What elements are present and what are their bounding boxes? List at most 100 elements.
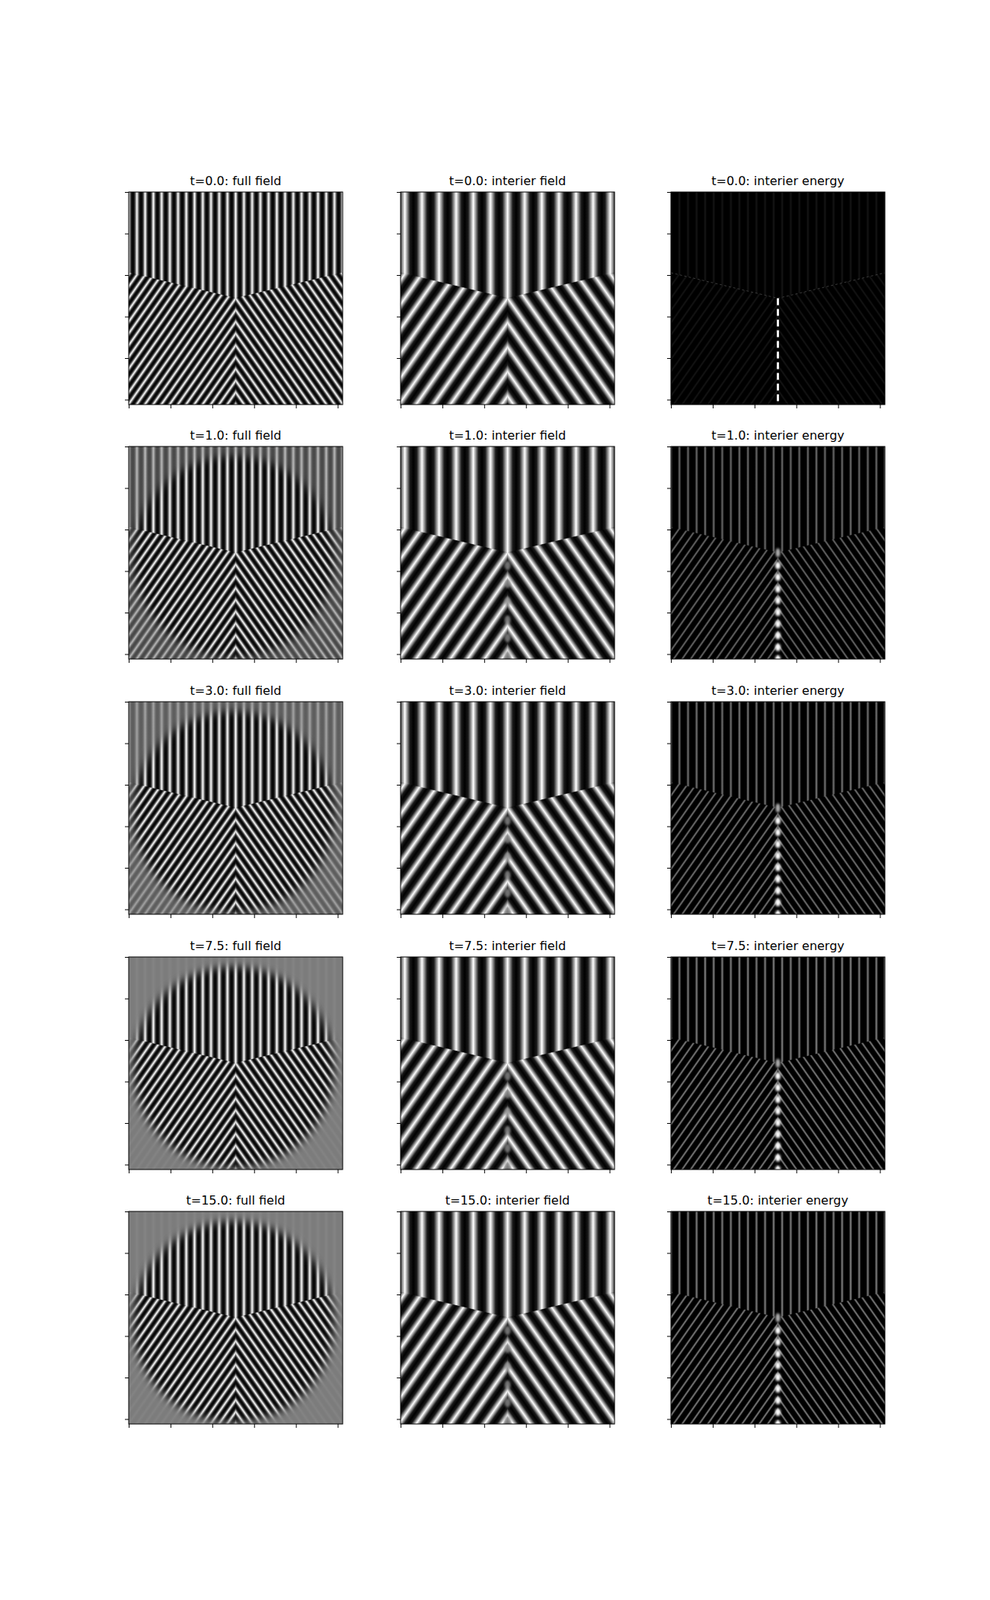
image	[128, 956, 343, 1169]
junction-blur	[504, 1379, 511, 1389]
y-tick	[396, 233, 401, 235]
core-blob	[775, 1325, 781, 1334]
core-blob	[775, 1153, 781, 1162]
y-tick	[396, 1039, 401, 1041]
panel: t=0.0: interier energy	[667, 173, 885, 409]
y-tick	[667, 909, 671, 911]
page: {"chart_data": [ {"type": "image", "titl…	[0, 0, 990, 1600]
image-background	[400, 446, 615, 659]
junction-blur	[504, 1361, 511, 1371]
y-tick	[396, 1293, 401, 1295]
panel: t=1.0: interier energy	[667, 427, 885, 663]
y-tick	[396, 654, 401, 655]
x-tick	[212, 913, 214, 918]
core-blob	[775, 654, 781, 659]
junction-blur	[504, 1124, 511, 1134]
panel-title: t=1.0: interier energy	[711, 427, 845, 443]
core-blob	[775, 863, 781, 872]
stripes	[670, 701, 885, 914]
x-tick	[254, 658, 256, 663]
stripe-region	[400, 526, 508, 659]
y-tick	[396, 571, 401, 572]
core-blob	[775, 573, 781, 582]
stripe-region	[400, 1291, 508, 1424]
x-tick	[526, 1168, 527, 1173]
junction-blur	[504, 1089, 511, 1099]
x-tick	[128, 404, 130, 409]
panel: t=15.0: interier field	[396, 1192, 615, 1428]
y-tick	[396, 826, 401, 828]
panel-title: t=15.0: interier energy	[707, 1192, 849, 1208]
y-tick	[124, 909, 129, 911]
frame	[670, 956, 885, 1169]
frame	[400, 701, 615, 914]
panel-title: t=0.0: interier field	[449, 173, 566, 189]
core-blob	[776, 803, 781, 813]
core-blob	[775, 596, 781, 604]
y-tick	[667, 274, 671, 276]
frame	[400, 191, 615, 405]
y-tick	[124, 1122, 129, 1124]
stripe-region	[400, 782, 508, 914]
x-tick	[568, 1423, 569, 1428]
x-tick	[128, 913, 130, 918]
core-blob	[775, 886, 781, 895]
frame	[128, 701, 343, 914]
core-blob	[775, 839, 781, 848]
outer-damping	[128, 1210, 343, 1424]
stripes	[670, 1210, 885, 1424]
core-blob	[775, 1349, 781, 1358]
frame	[400, 956, 615, 1169]
y-tick	[396, 1335, 401, 1337]
stripe-region	[670, 526, 779, 659]
x-tick	[296, 404, 297, 409]
panel: t=3.0: interier field	[396, 683, 615, 918]
y-tick	[667, 743, 671, 745]
outer-damping	[128, 956, 343, 1169]
x-tick	[796, 658, 798, 663]
core-blob	[776, 548, 781, 558]
x-tick	[212, 1423, 214, 1428]
y-tick	[124, 784, 129, 786]
y-tick	[124, 274, 129, 276]
y-tick	[396, 956, 401, 958]
x-tick	[400, 1168, 402, 1173]
y-tick	[396, 743, 401, 745]
x-tick	[337, 1423, 339, 1428]
junction-blur	[504, 614, 511, 624]
x-tick	[712, 913, 714, 918]
y-tick	[667, 1122, 671, 1124]
panel: t=7.5: interier field	[396, 938, 615, 1173]
image	[670, 1210, 885, 1424]
core-blob	[775, 875, 781, 883]
x-tick	[879, 658, 881, 663]
x-tick	[170, 404, 172, 409]
image	[128, 446, 343, 659]
y-tick	[667, 233, 671, 235]
x-tick	[484, 658, 486, 663]
y-tick	[667, 867, 671, 869]
y-tick	[396, 274, 401, 276]
x-tick	[337, 658, 339, 663]
y-tick	[396, 1252, 401, 1254]
image	[400, 446, 615, 659]
x-tick	[670, 404, 672, 409]
stripe-region	[236, 272, 344, 405]
y-tick	[667, 1418, 671, 1420]
x-tick	[670, 913, 672, 918]
stripe-region	[670, 272, 779, 405]
x-tick	[212, 658, 214, 663]
image-background	[670, 1210, 885, 1424]
panel: t=0.0: full field	[124, 173, 343, 409]
junction-blur	[504, 597, 511, 607]
x-tick	[254, 1423, 256, 1428]
panel: t=7.5: interier energy	[667, 938, 885, 1173]
y-tick	[667, 654, 671, 655]
core-blob	[775, 816, 781, 824]
core-blob	[775, 1083, 781, 1092]
junction-blur	[504, 852, 511, 862]
x-tick	[670, 658, 672, 663]
panel: t=15.0: full field	[98, 1180, 374, 1454]
x-tick	[484, 404, 486, 409]
y-tick	[124, 1293, 129, 1295]
